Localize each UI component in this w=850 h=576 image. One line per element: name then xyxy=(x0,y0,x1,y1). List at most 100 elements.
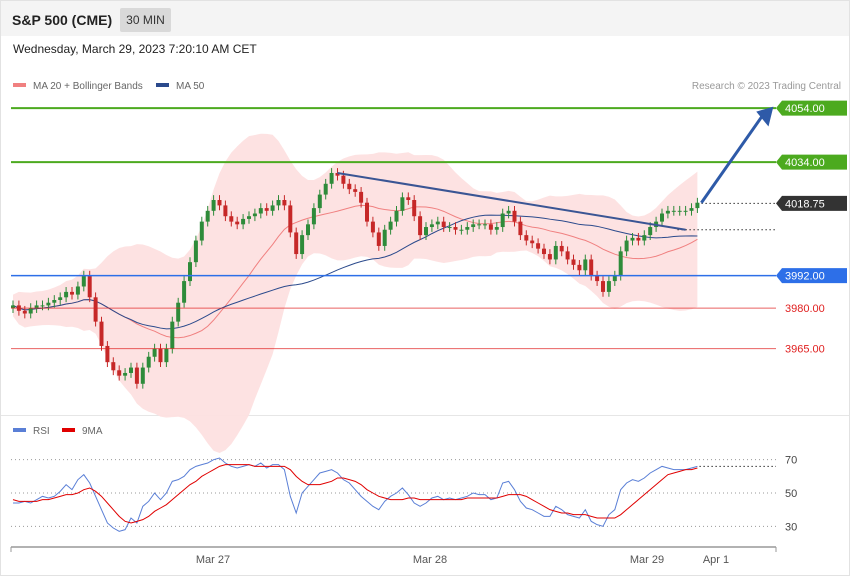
ma20-label: MA 20 + Bollinger Bands xyxy=(33,81,143,92)
candle-body xyxy=(589,259,594,276)
candle-body xyxy=(542,248,546,255)
panel-divider xyxy=(1,415,849,416)
candle-body xyxy=(494,227,499,230)
legend-9ma: 9MA xyxy=(62,426,103,437)
rsi-label: RSI xyxy=(33,426,50,437)
level-4018-75-label: 4018.75 xyxy=(785,198,825,210)
candle-body xyxy=(199,221,204,241)
candle-body xyxy=(93,297,98,322)
candle-body xyxy=(412,200,417,217)
candle-body xyxy=(612,275,617,282)
projection-arrow-head xyxy=(756,106,774,127)
candle-body xyxy=(524,235,529,241)
timeframe-button[interactable]: 30 MIN xyxy=(120,8,171,32)
descending-trendline xyxy=(337,171,686,231)
candle-body xyxy=(359,191,364,203)
candle-body xyxy=(601,281,605,292)
candle-body xyxy=(170,321,175,349)
candle-body xyxy=(347,183,352,190)
candle-body xyxy=(282,200,287,206)
rsi-9ma-line xyxy=(12,464,698,524)
candle-body xyxy=(441,221,446,228)
candle-body xyxy=(353,189,358,192)
candle-body xyxy=(123,372,128,376)
level-3992-00-label: 3992.00 xyxy=(785,271,825,283)
ma50-swatch xyxy=(156,83,169,88)
research-credit: Research © 2023 Trading Central xyxy=(691,81,841,92)
x-tick-mar-29: Mar 29 xyxy=(630,554,664,566)
candle-body xyxy=(477,224,482,226)
chart-header: S&P 500 (CME) 30 MIN xyxy=(1,1,849,36)
candle-body xyxy=(81,275,86,287)
candle-body xyxy=(630,237,635,241)
level-3992-00-tag xyxy=(776,268,847,284)
candle-body xyxy=(11,305,15,309)
candle-body xyxy=(323,183,328,195)
candle-body xyxy=(624,240,629,252)
candle-body xyxy=(559,245,564,252)
candle-body xyxy=(87,275,92,298)
candle-body xyxy=(223,205,228,217)
candle-body xyxy=(64,291,69,298)
candle-body xyxy=(46,302,51,306)
legend-ma20: MA 20 + Bollinger Bands xyxy=(13,81,143,92)
ma9-swatch xyxy=(62,428,75,433)
candle-body xyxy=(553,245,558,260)
candle-body xyxy=(471,224,476,228)
candle-body xyxy=(424,227,428,236)
candle-body xyxy=(547,254,552,260)
candle-body xyxy=(388,221,393,230)
candle-body xyxy=(636,237,641,241)
x-tick-apr-1: Apr 1 xyxy=(703,554,729,566)
bollinger-band xyxy=(13,133,698,453)
candle-body xyxy=(689,208,694,211)
rsi-tick-30: 30 xyxy=(785,521,797,533)
candle-body xyxy=(683,210,688,212)
level-3965-00-label: 3965.00 xyxy=(785,344,825,356)
candle-body xyxy=(152,348,157,357)
candle-body xyxy=(158,348,163,363)
rsi-tick-70: 70 xyxy=(785,455,797,467)
candle-body xyxy=(276,200,281,206)
candle-body xyxy=(583,259,588,271)
candle-body xyxy=(429,224,434,228)
candle-body xyxy=(129,367,133,373)
candle-body xyxy=(459,229,464,231)
ma50-label: MA 50 xyxy=(176,81,205,92)
candle-body xyxy=(294,232,299,255)
candle-body xyxy=(536,243,541,249)
candle-body xyxy=(188,262,192,282)
candle-body xyxy=(618,251,623,276)
level-4034-00-label: 4034.00 xyxy=(785,157,825,169)
candle-body xyxy=(306,224,310,236)
rsi-line xyxy=(13,457,698,532)
candle-body xyxy=(695,202,700,209)
candle-body xyxy=(642,235,647,241)
candle-body xyxy=(111,362,116,371)
candle-body xyxy=(146,356,151,368)
candle-body xyxy=(140,367,145,384)
candle-body xyxy=(606,281,611,292)
candle-body xyxy=(70,291,74,295)
candle-body xyxy=(40,305,45,307)
candle-body xyxy=(400,197,405,211)
candle-body xyxy=(394,210,399,222)
candle-body xyxy=(488,224,493,230)
candle-body xyxy=(341,175,346,184)
candle-body xyxy=(571,259,576,265)
candle-body xyxy=(453,227,458,230)
candle-body xyxy=(75,286,80,295)
candle-body xyxy=(595,275,600,282)
candle-body xyxy=(229,216,234,222)
candle-body xyxy=(34,305,39,309)
candle-body xyxy=(182,281,187,303)
candle-body xyxy=(105,345,110,363)
ma20-swatch xyxy=(13,83,26,88)
candle-body xyxy=(134,367,139,384)
candle-body xyxy=(258,208,263,214)
candle-body xyxy=(288,205,293,233)
candle-body xyxy=(52,300,57,303)
chart-datetime: Wednesday, March 29, 2023 7:20:10 AM CET xyxy=(13,42,257,56)
candle-body xyxy=(264,208,269,211)
